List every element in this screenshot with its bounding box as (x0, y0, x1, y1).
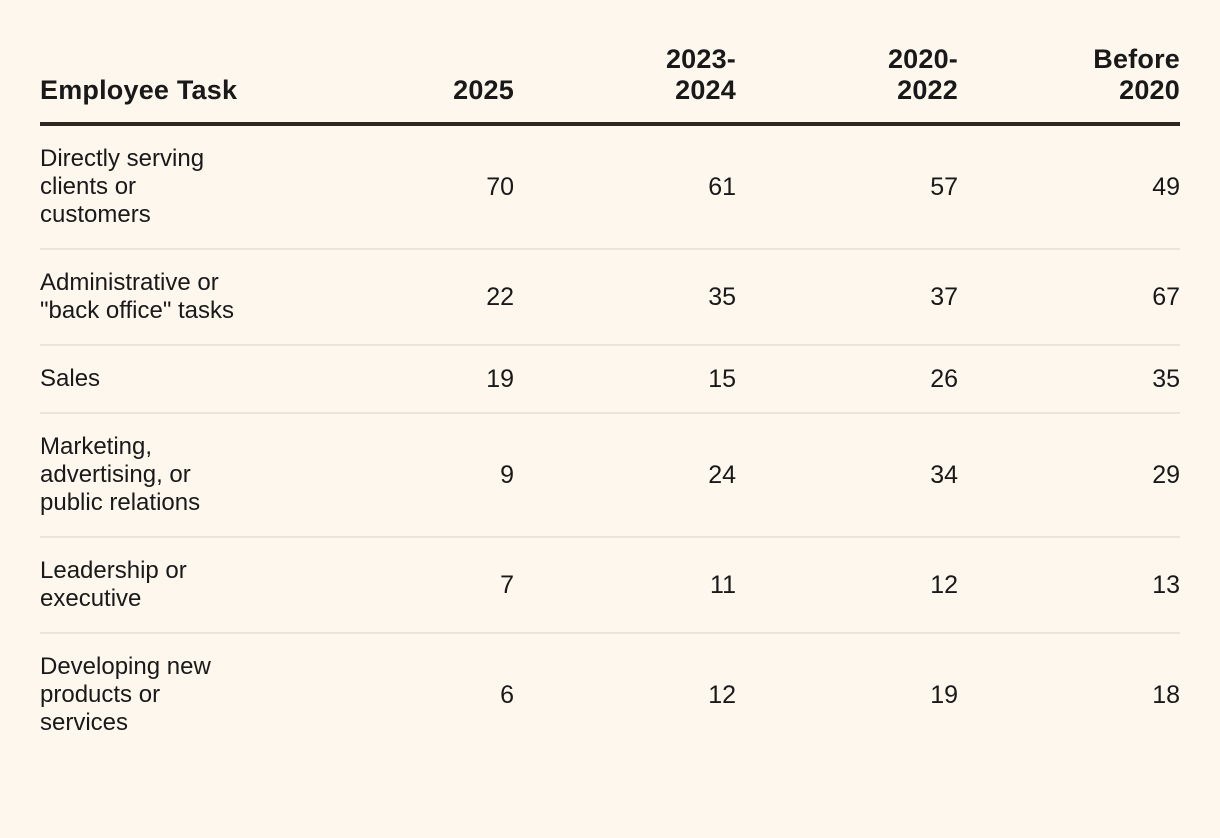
table-row: Sales 19 15 26 35 (40, 343, 1180, 413)
employee-task-table: Employee Task 2025 2023- 2024 2020- 2022… (40, 44, 1180, 756)
table-row: Marketing, advertising, or public relati… (40, 411, 1180, 537)
value-cell: 19 (736, 631, 958, 756)
table-row: Administrative or "back office" tasks 22… (40, 247, 1180, 345)
value-cell: 37 (736, 247, 958, 345)
table-row: Developing new products or services 6 12… (40, 631, 1180, 756)
column-header-employee-task: Employee Task (40, 44, 292, 126)
column-header-before-2020: Before 2020 (958, 44, 1180, 126)
column-header-2020-2022: 2020- 2022 (736, 44, 958, 126)
value-cell: 13 (958, 535, 1180, 633)
value-cell: 35 (514, 247, 736, 345)
value-cell: 18 (958, 631, 1180, 756)
table-row: Leadership or executive 7 11 12 13 (40, 535, 1180, 633)
value-cell: 49 (1152, 172, 1180, 201)
value-cell: 34 (736, 411, 958, 537)
value-cell: 19 (292, 343, 514, 413)
table-page: Employee Task 2025 2023- 2024 2020- 2022… (40, 44, 1180, 756)
value-cell: 67 (958, 247, 1180, 345)
value-cell: 11 (514, 535, 736, 633)
column-header-2023-2024: 2023- 2024 (514, 44, 736, 126)
value-cell: 26 (736, 343, 958, 413)
value-cell: 15 (514, 343, 736, 413)
task-label: Developing new products or services (40, 631, 292, 756)
column-header-2025: 2025 (292, 44, 514, 126)
header-row: Employee Task 2025 2023- 2024 2020- 2022… (40, 44, 1180, 126)
table-row: Directly serving clients or customers 70… (40, 124, 1180, 249)
value-cell: 12 (736, 535, 958, 633)
value-cell: 6 (292, 631, 514, 756)
value-cell: 9 (292, 411, 514, 537)
value-cell: 61 (708, 172, 736, 201)
task-label: Marketing, advertising, or public relati… (40, 411, 292, 537)
value-cell: 7 (292, 535, 514, 633)
value-cell: 35 (958, 343, 1180, 413)
task-label: Leadership or executive (40, 535, 292, 633)
task-label: Administrative or "back office" tasks (40, 247, 292, 345)
task-label: Directly serving clients or customers (40, 144, 205, 228)
value-cell: 29 (958, 411, 1180, 537)
value-cell: 12 (514, 631, 736, 756)
value-cell: 24 (514, 411, 736, 537)
task-label: Sales (40, 343, 292, 413)
value-cell: 22 (292, 247, 514, 345)
value-cell: 57 (930, 172, 958, 201)
value-cell: 70 (486, 172, 514, 201)
